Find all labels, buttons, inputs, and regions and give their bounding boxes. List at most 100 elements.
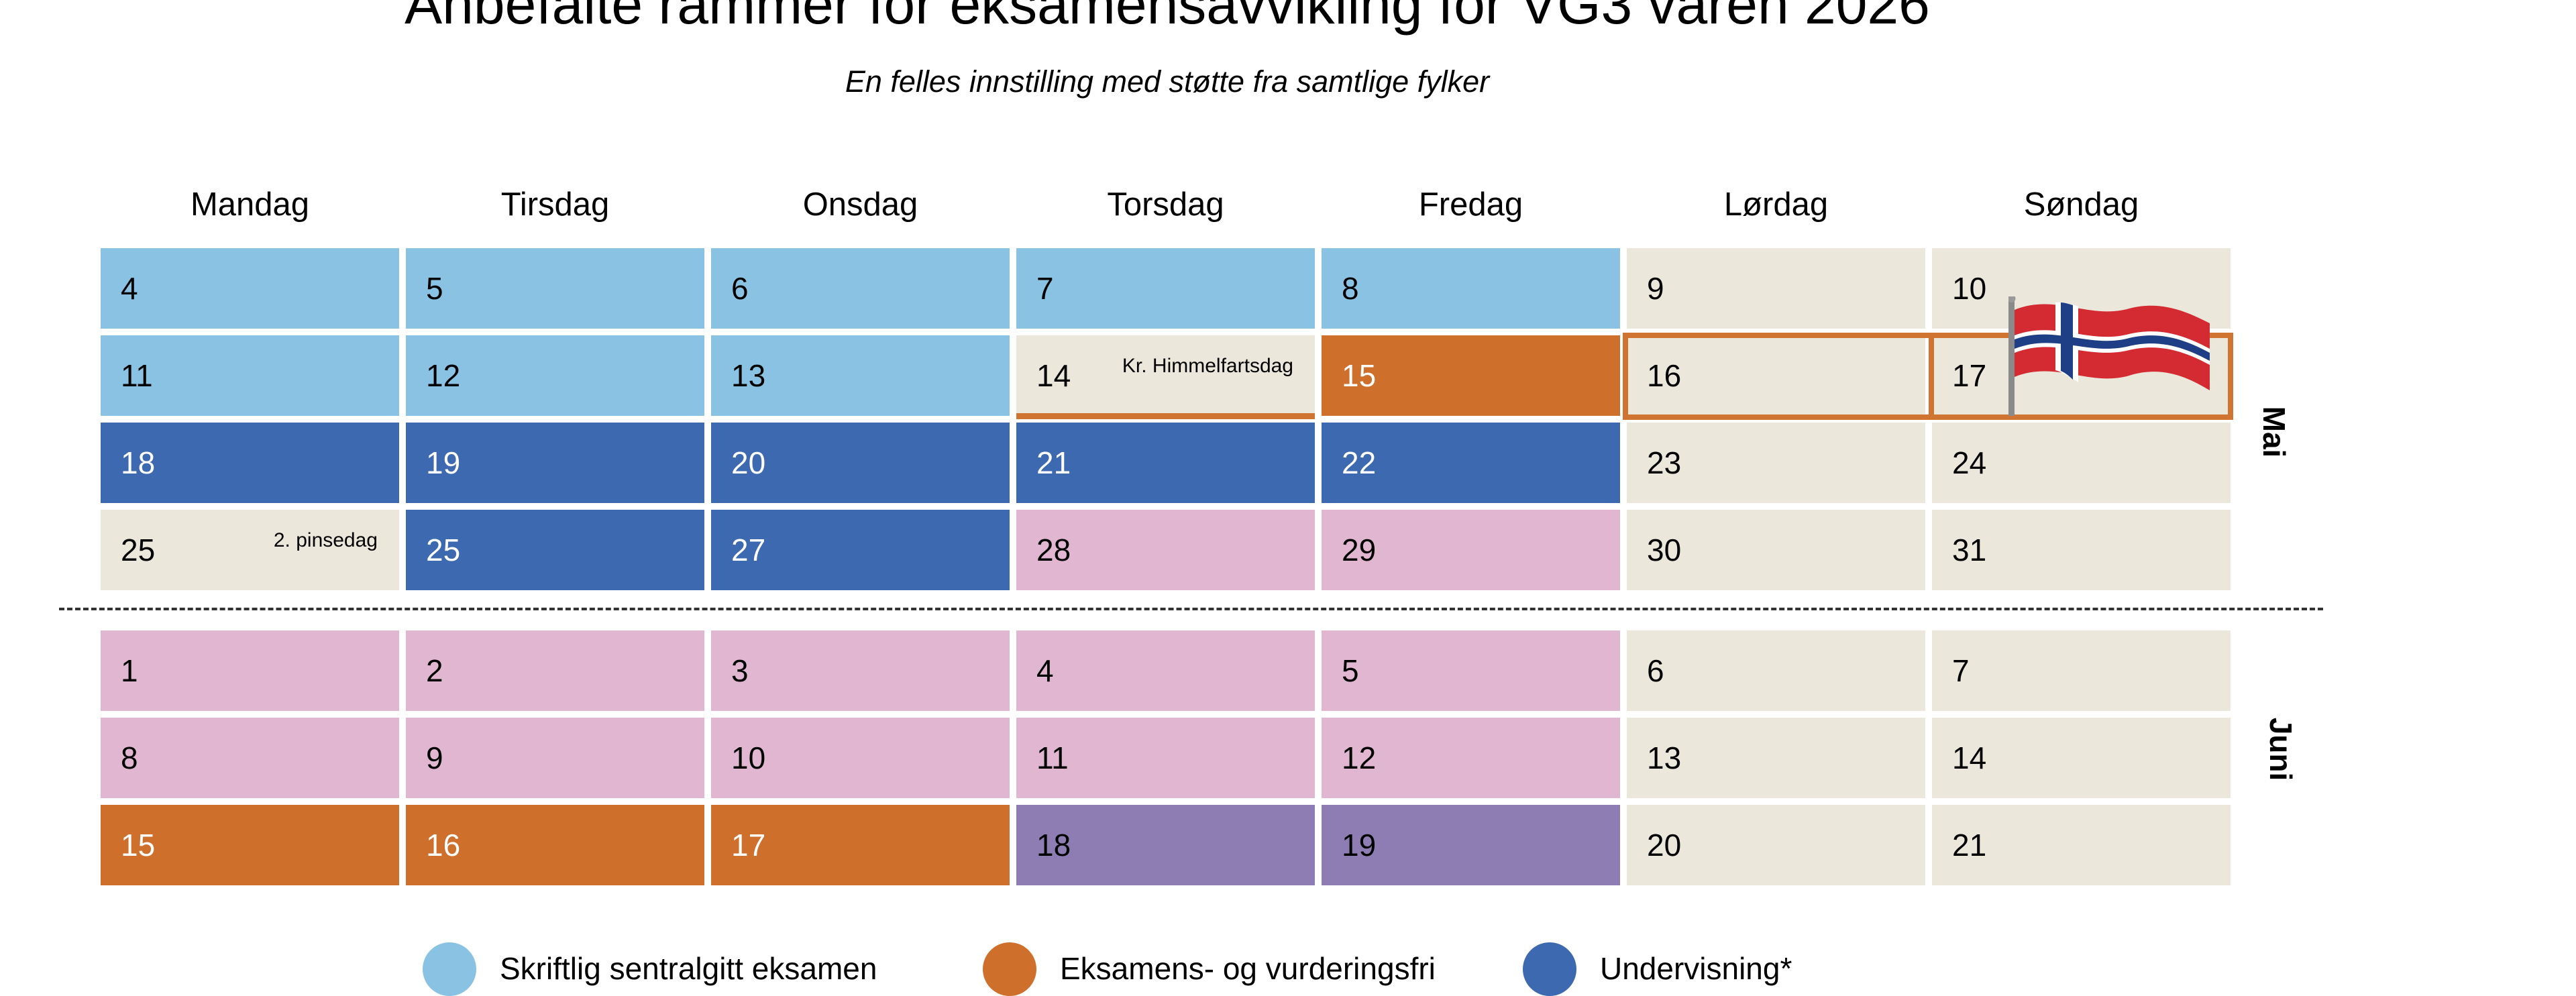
day-number: 11 xyxy=(121,358,153,393)
holiday-underline xyxy=(1016,413,1315,419)
calendar-day: 21 xyxy=(1932,805,2231,885)
day-number: 25 xyxy=(121,533,156,567)
day-number: 10 xyxy=(731,740,766,775)
calendar-day: 16 xyxy=(1627,335,1925,416)
day-number: 25 xyxy=(426,533,461,567)
weekday-4: Fredag xyxy=(1418,186,1523,223)
calendar-day: 6 xyxy=(711,248,1010,329)
day-number: 17 xyxy=(731,828,766,863)
calendar-day: 19 xyxy=(1322,805,1620,885)
day-number: 7 xyxy=(1036,271,1054,306)
weekday-3: Torsdag xyxy=(1107,186,1224,223)
day-number: 19 xyxy=(1342,828,1377,863)
day-number: 14 xyxy=(1952,740,1987,775)
calendar-day: 14 Kr. Himmelfartsdag xyxy=(1016,335,1315,416)
calendar-day: 22 xyxy=(1322,423,1620,503)
weekday-1: Tirsdag xyxy=(500,186,610,223)
calendar-day: 4 xyxy=(1016,630,1315,711)
day-number: 5 xyxy=(1342,653,1359,688)
day-number: 14 xyxy=(1036,358,1071,393)
day-number: 13 xyxy=(731,358,766,393)
day-number: 11 xyxy=(1036,740,1069,775)
calendar-day: 18 xyxy=(101,423,399,503)
calendar-day: 17 xyxy=(711,805,1010,885)
calendar-day: 15 xyxy=(1322,335,1620,416)
holiday-note: Kr. Himmelfartsdag xyxy=(1122,355,1293,377)
calendar-day: 29 xyxy=(1322,510,1620,590)
calendar-day: 1 xyxy=(101,630,399,711)
calendar-day: 5 xyxy=(406,248,704,329)
day-number: 22 xyxy=(1342,445,1377,480)
calendar-day: 25 2. pinsedag xyxy=(101,510,399,590)
day-number: 27 xyxy=(731,533,766,567)
day-number: 13 xyxy=(1647,740,1682,775)
calendar-day: 10 xyxy=(711,718,1010,798)
calendar-day: 11 xyxy=(101,335,399,416)
day-number: 4 xyxy=(1036,653,1054,688)
day-number: 8 xyxy=(1342,271,1359,306)
day-number: 10 xyxy=(1952,271,1987,306)
calendar-day: 2 xyxy=(406,630,704,711)
calendar-day: 23 xyxy=(1627,423,1925,503)
calendar-day: 3 xyxy=(711,630,1010,711)
day-number: 12 xyxy=(426,358,461,393)
weekday-5: Lørdag xyxy=(1723,186,1829,223)
day-number: 20 xyxy=(731,445,766,480)
day-number: 20 xyxy=(1647,828,1682,863)
calendar-day: 30 xyxy=(1627,510,1925,590)
day-number: 9 xyxy=(1647,271,1664,306)
weekday-0: Mandag xyxy=(190,186,310,223)
day-number: 24 xyxy=(1952,445,1987,480)
day-number: 6 xyxy=(731,271,749,306)
calendar-day: 24 xyxy=(1932,423,2231,503)
calendar-day: 5 xyxy=(1322,630,1620,711)
day-number: 3 xyxy=(731,653,749,688)
day-number: 7 xyxy=(1952,653,1970,688)
calendar-day: 15 xyxy=(101,805,399,885)
page-subtitle: En felles innstilling med støtte fra sam… xyxy=(845,64,1490,99)
day-number: 5 xyxy=(426,271,443,306)
day-number: 9 xyxy=(426,740,443,775)
day-number: 8 xyxy=(121,740,138,775)
day-number: 4 xyxy=(121,271,138,306)
month-label-mai: Mai xyxy=(2257,406,2292,458)
calendar-day: 12 xyxy=(406,335,704,416)
calendar-day: 27 xyxy=(711,510,1010,590)
weekday-2: Onsdag xyxy=(802,186,918,223)
day-number: 15 xyxy=(121,828,156,863)
weekday-6: Søndag xyxy=(2023,186,2139,223)
day-number: 12 xyxy=(1342,740,1377,775)
calendar-day: 16 xyxy=(406,805,704,885)
day-number: 29 xyxy=(1342,533,1377,567)
day-number: 28 xyxy=(1036,533,1071,567)
calendar-day: 25 xyxy=(406,510,704,590)
day-number: 23 xyxy=(1647,445,1682,480)
month-label-juni: Juni xyxy=(2263,717,2298,781)
day-number: 1 xyxy=(121,653,138,688)
day-number: 21 xyxy=(1952,828,1987,863)
calendar-day: 8 xyxy=(1322,248,1620,329)
day-number: 18 xyxy=(121,445,156,480)
day-number: 19 xyxy=(426,445,461,480)
calendar-day: 8 xyxy=(101,718,399,798)
day-number: 15 xyxy=(1342,358,1377,393)
calendar-day: 12 xyxy=(1322,718,1620,798)
holiday-outline-divider xyxy=(1929,333,1934,420)
legend: Skriftlig sentralgitt eksamen Eksamens- … xyxy=(423,942,2033,996)
calendar-day: 18 xyxy=(1016,805,1315,885)
day-number: 30 xyxy=(1647,533,1682,567)
calendar-day: 7 xyxy=(1016,248,1315,329)
day-number: 31 xyxy=(1952,533,1987,567)
calendar-day: 7 xyxy=(1932,630,2231,711)
calendar-day: 6 xyxy=(1627,630,1925,711)
calendar-day: 19 xyxy=(406,423,704,503)
norway-flag-icon xyxy=(2008,296,2210,416)
month-separator xyxy=(59,608,2323,610)
calendar-day: 4 xyxy=(101,248,399,329)
day-number: 16 xyxy=(1647,358,1682,393)
day-number: 18 xyxy=(1036,828,1071,863)
legend-swatch-blue xyxy=(1523,942,1576,996)
holiday-note: 2. pinsedag xyxy=(273,529,378,551)
calendar-day: 21 xyxy=(1016,423,1315,503)
day-number: 17 xyxy=(1952,358,1987,393)
